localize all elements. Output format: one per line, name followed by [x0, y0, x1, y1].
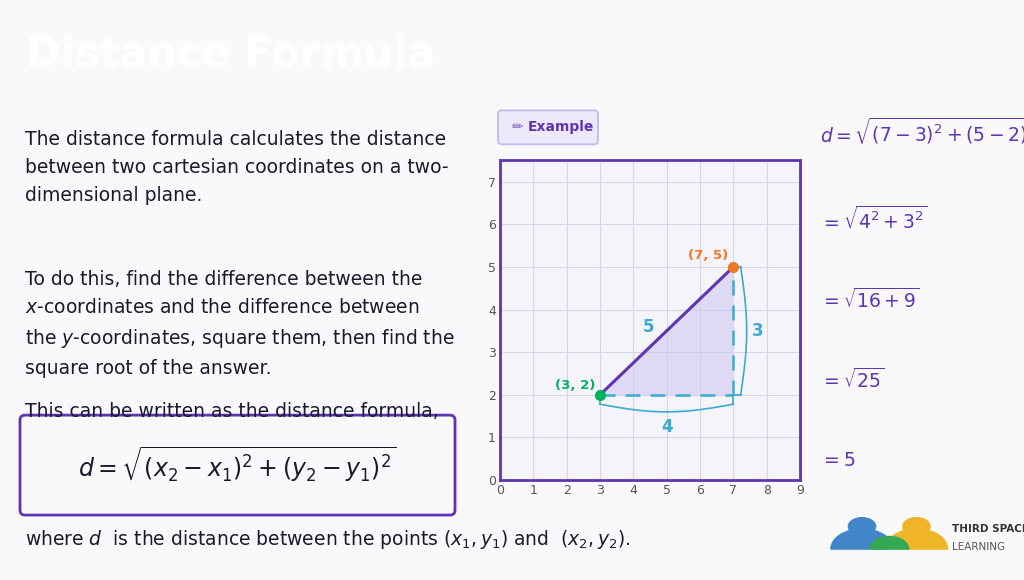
Text: (3, 2): (3, 2)	[555, 379, 595, 392]
Wedge shape	[886, 529, 947, 549]
Text: Distance Formula: Distance Formula	[26, 33, 435, 75]
Text: LEARNING: LEARNING	[951, 542, 1005, 552]
Text: ✏: ✏	[512, 121, 523, 135]
Wedge shape	[869, 536, 908, 549]
Text: THIRD SPACE: THIRD SPACE	[951, 524, 1024, 534]
Text: where $d$  is the distance between the points $(x_1, y_1)$ and  $(x_2, y_2)$.: where $d$ is the distance between the po…	[25, 528, 631, 551]
FancyBboxPatch shape	[498, 110, 598, 144]
Text: 5: 5	[643, 318, 654, 336]
Text: $= \sqrt{4^2 + 3^2}$: $= \sqrt{4^2 + 3^2}$	[820, 206, 928, 234]
Text: $d = \sqrt{(x_2 - x_1)^2 + (y_2 - y_1)^2}$: $d = \sqrt{(x_2 - x_1)^2 + (y_2 - y_1)^2…	[78, 445, 396, 485]
Text: The distance formula calculates the distance
between two cartesian coordinates o: The distance formula calculates the dist…	[25, 130, 449, 205]
Circle shape	[848, 517, 876, 535]
Text: $= 5$: $= 5$	[820, 451, 855, 470]
Text: $= \sqrt{16 + 9}$: $= \sqrt{16 + 9}$	[820, 288, 920, 313]
Circle shape	[903, 517, 930, 535]
Wedge shape	[830, 529, 893, 549]
Text: $d = \sqrt{(7-3)^2 + (5-2)^2}$: $d = \sqrt{(7-3)^2 + (5-2)^2}$	[820, 115, 1024, 146]
Polygon shape	[600, 267, 733, 395]
FancyBboxPatch shape	[20, 415, 455, 515]
Text: 3: 3	[752, 322, 763, 340]
Text: This can be written as the distance formula,: This can be written as the distance form…	[25, 402, 438, 421]
Text: (7, 5): (7, 5)	[688, 249, 728, 262]
Text: 4: 4	[660, 418, 673, 436]
Text: To do this, find the difference between the
$x$-coordinates and the difference b: To do this, find the difference between …	[25, 270, 455, 379]
Text: Example: Example	[528, 121, 594, 135]
Text: $= \sqrt{25}$: $= \sqrt{25}$	[820, 368, 885, 392]
